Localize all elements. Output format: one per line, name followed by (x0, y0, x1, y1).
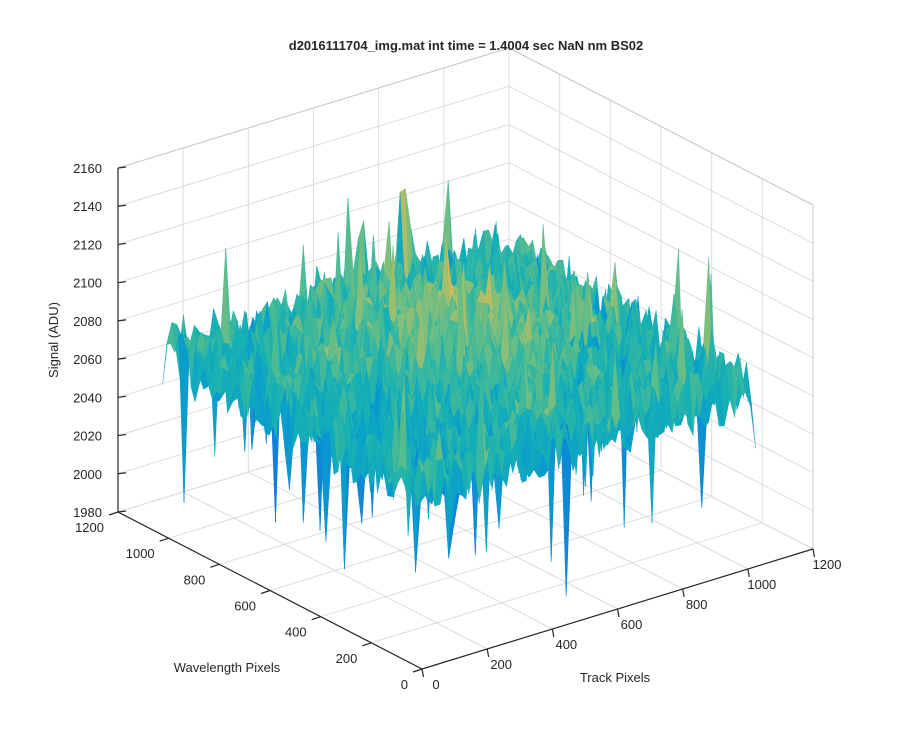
y-tick (108, 511, 119, 516)
z-tick-label: 2000 (73, 467, 102, 482)
x-tick (682, 588, 685, 598)
y-tick (210, 563, 220, 568)
pane-edge (508, 47, 814, 206)
z-tick-label: 2040 (73, 390, 102, 405)
z-tick-label: 2020 (73, 429, 102, 444)
x-tick (421, 668, 425, 678)
x-tick (747, 568, 750, 578)
y-tick (412, 668, 423, 673)
x-tick (616, 608, 620, 618)
z-tick-label: 2100 (73, 276, 102, 291)
z-tick-label: 2140 (73, 199, 102, 214)
chart-title: d2016111704_img.mat int time = 1.4004 se… (289, 38, 643, 53)
y-tick-label: 200 (336, 651, 358, 666)
x-tick-label: 200 (490, 657, 512, 672)
grid-line-wall-z (117, 200, 510, 322)
grid-line-wall-z (508, 200, 814, 359)
x-tick-label: 600 (621, 617, 643, 632)
y-tick (260, 589, 271, 595)
z-tick-label: 1980 (73, 505, 102, 520)
grid-line-wall-z (508, 85, 814, 244)
surface (162, 180, 756, 597)
y-tick-label: 1000 (126, 546, 155, 561)
x-tick (486, 648, 490, 658)
x-tick-label: 800 (686, 597, 708, 612)
z-tick-label: 2060 (73, 352, 102, 367)
y-tick (362, 642, 372, 647)
grid-line-wall-z (117, 123, 510, 245)
y-tick-label: 600 (234, 599, 256, 614)
y-tick (159, 537, 169, 542)
y-tick-label: 0 (401, 677, 408, 692)
grid-line-wall-z (117, 85, 510, 207)
y-tick-label: 800 (184, 572, 206, 587)
x-tick-label: 1000 (747, 577, 776, 592)
z-axis-label: Signal (ADU) (46, 302, 61, 378)
grid-line-wall-z (117, 162, 510, 284)
x-tick-label: 400 (555, 637, 577, 652)
x-axis-label: Track Pixels (580, 670, 651, 685)
z-tick-label: 2080 (73, 314, 102, 329)
y-tick-label: 400 (285, 625, 307, 640)
grid-line-floor-y (320, 496, 712, 618)
x-tick-label: 0 (432, 677, 439, 692)
grid-line-wall-z (508, 162, 814, 321)
y-axis-label: Wavelength Pixels (174, 660, 281, 675)
grid-line-floor-y (269, 470, 662, 591)
z-tick-label: 2120 (73, 237, 102, 252)
x-tick (551, 628, 555, 638)
x-tick-label: 1200 (813, 557, 842, 572)
x-tick (812, 548, 816, 558)
y-tick-label: 1200 (75, 520, 104, 535)
pane-edge (117, 47, 510, 169)
grid-line-wall-z (508, 124, 814, 282)
y-tick (311, 616, 321, 621)
z-tick-label: 2160 (73, 161, 102, 176)
